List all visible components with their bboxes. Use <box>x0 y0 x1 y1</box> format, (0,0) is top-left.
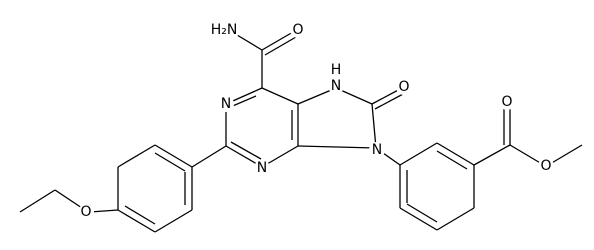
label-bg <box>328 78 344 94</box>
bonds <box>19 31 583 233</box>
label-bg <box>218 96 234 112</box>
atom-labels: H₂N O N N N H O N O O O <box>78 17 554 220</box>
label-bg <box>213 17 239 43</box>
atom-label: O <box>540 158 551 174</box>
atom-label: N <box>221 96 231 112</box>
label-bg <box>254 160 270 176</box>
atom-label: N <box>257 160 267 176</box>
atom-label: N <box>331 78 341 94</box>
atom-label: O <box>501 94 512 110</box>
label-bg <box>499 94 515 110</box>
atom-label: O <box>398 79 409 95</box>
atom-label: O <box>80 204 91 220</box>
label-bg <box>290 22 306 38</box>
atom-label: H₂N <box>211 22 238 38</box>
atom-label: N <box>372 142 382 158</box>
atom-label: H <box>331 62 342 78</box>
label-bg <box>538 158 554 174</box>
label-bg <box>396 79 412 95</box>
label-bg <box>369 142 385 158</box>
label-bg <box>78 204 94 220</box>
atom-label: O <box>292 22 303 38</box>
